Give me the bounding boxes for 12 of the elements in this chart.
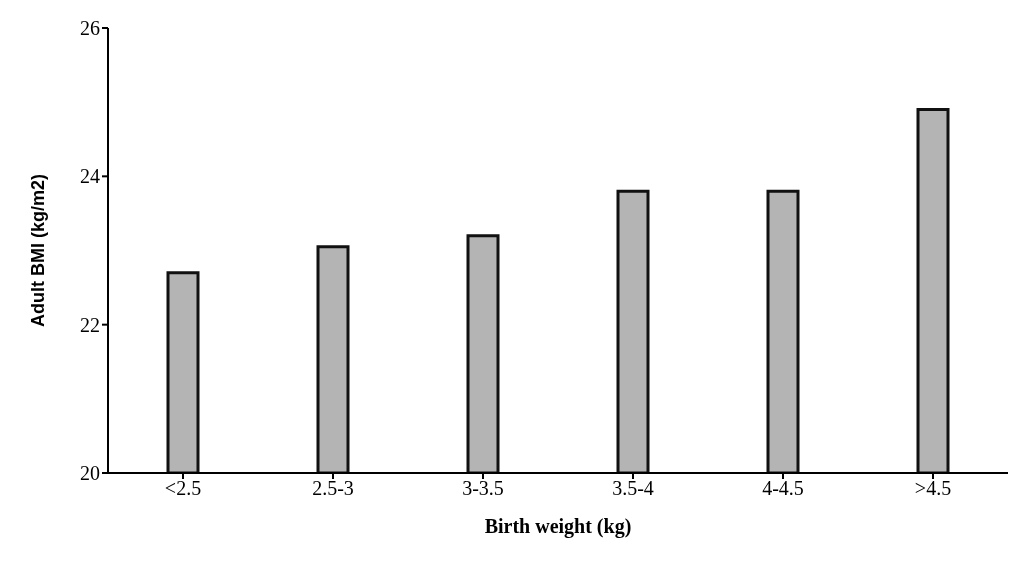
x-tick-label: 4-4.5 <box>762 477 804 500</box>
x-tick-label: 3-3.5 <box>462 477 504 500</box>
x-axis-title: Birth weight (kg) <box>484 515 632 538</box>
y-tick-label: 26 <box>80 17 100 40</box>
y-tick-label: 20 <box>80 462 100 485</box>
x-tick-label: 3.5-4 <box>612 477 654 500</box>
y-axis-title: Adult BMI (kg/m2) <box>28 174 49 327</box>
x-tick-label: >4.5 <box>914 477 952 500</box>
y-tick-label: 24 <box>80 165 100 188</box>
x-tick-label: <2.5 <box>164 477 202 500</box>
y-tick-label: 22 <box>80 313 100 336</box>
x-tick-label: 2.5-3 <box>312 477 354 500</box>
